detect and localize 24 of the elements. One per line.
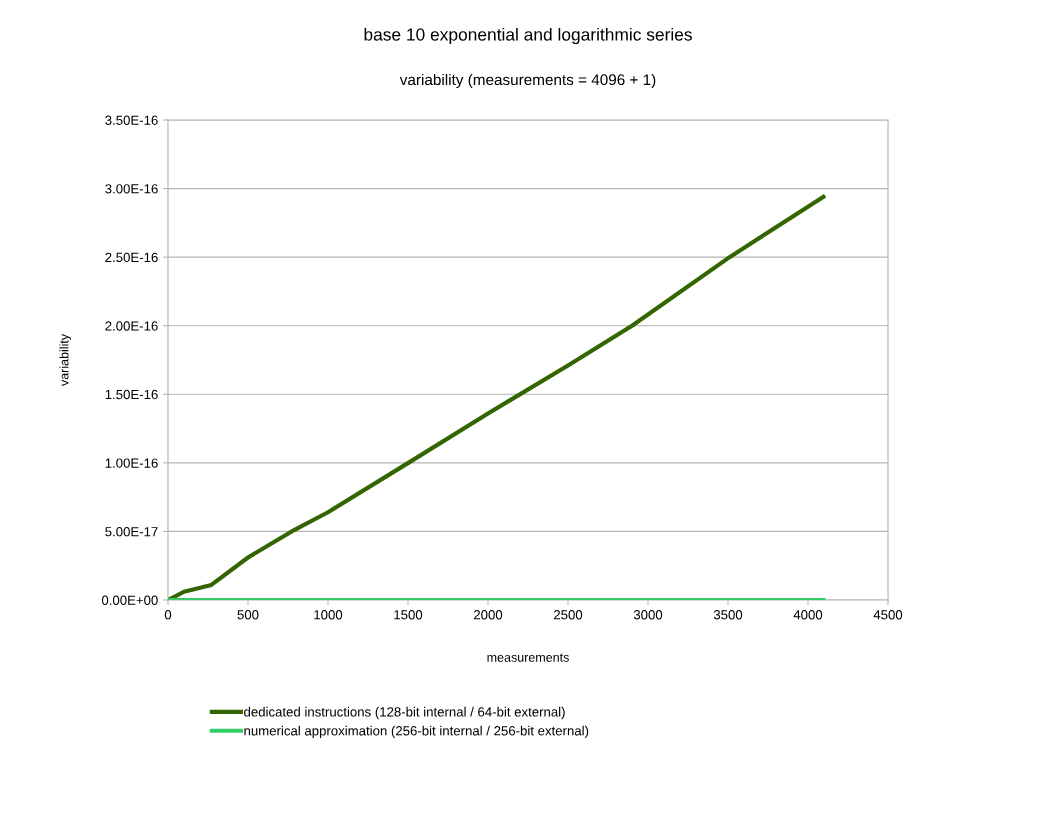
x-tick-label: 500 <box>237 610 259 620</box>
x-tick-label: 1500 <box>394 610 423 620</box>
y-tick-label: 1.50E-16 <box>105 389 158 400</box>
x-tick-label: 4000 <box>793 610 823 620</box>
x-tick-label: 3500 <box>713 610 743 620</box>
x-tick-label: 1000 <box>314 610 343 620</box>
y-tick-label: 2.50E-16 <box>105 252 158 263</box>
y-axis-title: variability <box>59 333 71 387</box>
chart-title: base 10 exponential and logarithmic series <box>364 27 692 45</box>
x-axis-title: measurements <box>487 653 569 662</box>
x-tick-label: 2000 <box>473 610 503 620</box>
x-tick-label: 4500 <box>873 610 903 620</box>
y-tick-label: 0.00E+00 <box>101 595 158 605</box>
legend-label: numerical approximation (256-bit internal / 256-bit external) <box>244 725 589 739</box>
y-tick-label: 1.00E-16 <box>105 458 158 468</box>
y-tick-label: 2.00E-16 <box>105 321 158 331</box>
y-tick-label: 3.00E-16 <box>105 184 158 194</box>
y-tick-label: 5.00E-17 <box>105 527 158 537</box>
chart-subtitle: variability (measurements = 4096 + 1) <box>399 73 656 89</box>
x-tick-label: 3000 <box>633 610 663 620</box>
x-tick-label: 0 <box>164 610 172 620</box>
legend-label: dedicated instructions (128-bit internal / 64-bit external) <box>244 706 565 720</box>
y-tick-label: 3.50E-16 <box>105 115 158 125</box>
x-tick-label: 2500 <box>553 610 583 620</box>
